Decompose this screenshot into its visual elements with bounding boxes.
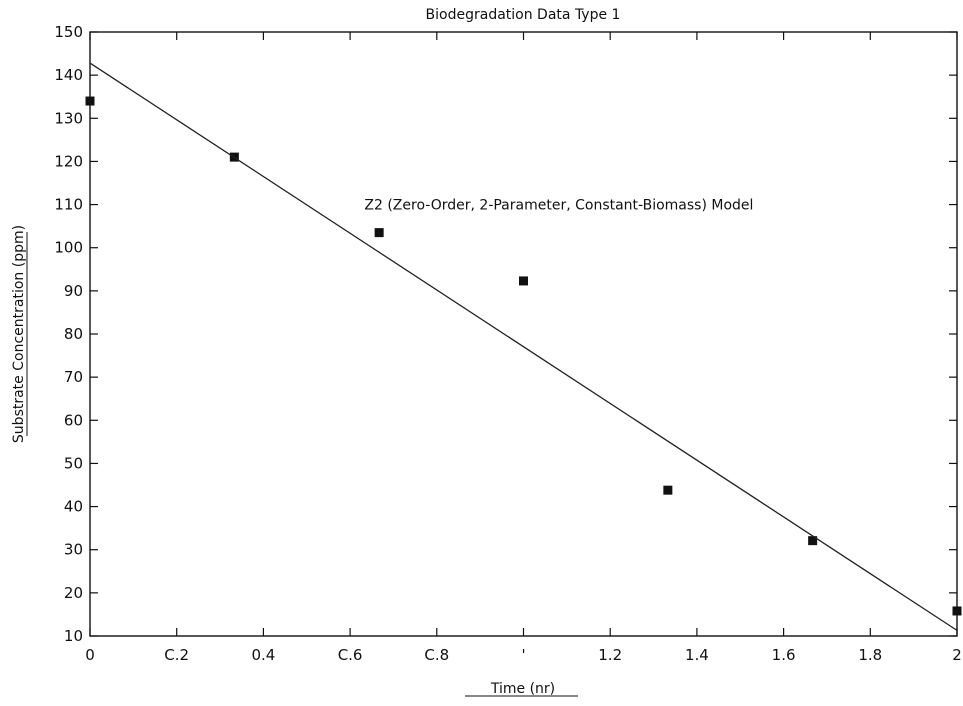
y-tick-label: 70 bbox=[64, 368, 83, 386]
data-point bbox=[808, 536, 818, 546]
data-point bbox=[519, 276, 528, 286]
y-tick-label: 10 bbox=[64, 627, 83, 645]
y-tick-label: 90 bbox=[64, 282, 83, 300]
y-tick-label: 60 bbox=[64, 411, 83, 429]
y-tick-label: 120 bbox=[54, 152, 83, 170]
x-tick-label: C.6 bbox=[338, 646, 363, 664]
x-tick-label: C.8 bbox=[424, 646, 449, 664]
x-tick-label: 1.6 bbox=[772, 646, 796, 664]
data-point bbox=[374, 228, 384, 238]
y-tick-label: 50 bbox=[64, 454, 83, 472]
series-layer bbox=[85, 62, 962, 631]
x-tick-label: 1.8 bbox=[858, 646, 882, 664]
y-tick-label: 140 bbox=[54, 66, 83, 84]
model-annotation: Z2 (Zero-Order, 2-Parameter, Constant-Bi… bbox=[364, 198, 753, 214]
data-point bbox=[663, 485, 673, 495]
x-tick-label: 1.4 bbox=[685, 646, 709, 664]
y-tick-label: 40 bbox=[64, 498, 83, 516]
model-fit-line bbox=[89, 62, 958, 631]
x-tick-label: ' bbox=[521, 646, 525, 664]
y-tick-label: 30 bbox=[64, 541, 83, 559]
x-axis-ticks: 0 C.2 0.4 C.6 C.8 ' 1.2 1.4 1.6 1.8 2 bbox=[85, 32, 962, 664]
data-point bbox=[85, 96, 95, 106]
x-tick-label: 0 bbox=[85, 646, 95, 664]
y-tick-label: 20 bbox=[64, 584, 83, 602]
x-tick-label: 2 bbox=[952, 646, 962, 664]
chart-title: Biodegradation Data Type 1 bbox=[426, 7, 621, 23]
y-axis-label: Substrate Concentration (ppm) bbox=[11, 225, 27, 443]
y-tick-label: 100 bbox=[54, 239, 83, 257]
y-tick-label: 150 bbox=[54, 23, 83, 41]
y-tick-label: 80 bbox=[64, 325, 83, 343]
y-tick-label: 130 bbox=[54, 109, 83, 127]
data-point bbox=[952, 606, 962, 616]
x-tick-label: C.2 bbox=[164, 646, 189, 664]
x-axis-label: Time (nr) bbox=[490, 681, 555, 697]
x-tick-label: 1.2 bbox=[598, 646, 622, 664]
y-axis-ticks: 10 20 30 40 50 60 70 80 90 100 110 120 130 140 150 bbox=[54, 23, 957, 645]
y-tick-label: 110 bbox=[54, 196, 83, 214]
x-tick-label: 0.4 bbox=[251, 646, 275, 664]
